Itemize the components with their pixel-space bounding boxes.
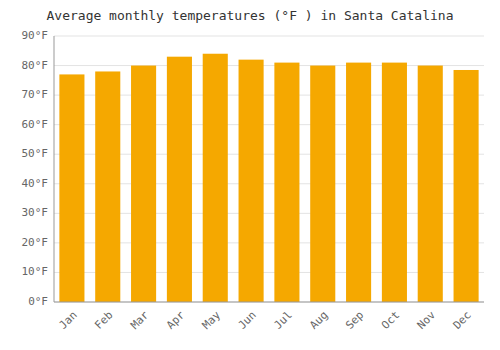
grid-line: [54, 302, 484, 303]
bar: [95, 71, 120, 302]
bars: [59, 54, 478, 302]
x-tick-label: May: [200, 308, 224, 332]
bar: [131, 66, 156, 302]
x-tick-label: Jul: [271, 309, 294, 332]
bar: [239, 60, 264, 302]
x-axis: Jan Feb Mar Apr May Jun Jul Aug Sep Oct Nov Dec: [56, 308, 473, 332]
y-tick-label: 80°F: [22, 59, 49, 72]
bar: [310, 66, 335, 302]
x-tick-label: Jan: [56, 309, 79, 332]
x-tick-label: Dec: [451, 309, 474, 332]
x-tick-label: Aug: [307, 309, 330, 332]
bar: [382, 63, 407, 302]
bar: [59, 74, 84, 302]
y-tick-label: 70°F: [22, 88, 49, 101]
x-tick-label: Mar: [128, 308, 152, 332]
y-tick-label: 40°F: [22, 177, 49, 190]
bar: [346, 63, 371, 302]
bar: [203, 54, 228, 302]
bar: [454, 70, 479, 302]
bar: [167, 57, 192, 302]
grid: [54, 36, 484, 302]
x-axis-line: [54, 302, 484, 303]
y-tick-label: 60°F: [22, 118, 49, 131]
x-tick-label: Sep: [343, 309, 366, 332]
y-tick-label: 50°F: [22, 147, 49, 160]
chart-container: 0°F 10°F 20°F 30°F 40°F 50°F 60°F 70°F 80°F 90°F J…: [0, 0, 500, 350]
grid-line: [54, 36, 484, 37]
chart: 0°F 10°F 20°F 30°F 40°F 50°F 60°F 70°F 80°F 90°F J…: [0, 0, 500, 350]
bar: [274, 63, 299, 302]
x-tick-label: Feb: [92, 309, 115, 332]
y-tick-label: 90°F: [22, 29, 49, 42]
y-tick-label: 0°F: [28, 295, 48, 308]
bar: [418, 66, 443, 302]
y-tick-label: 30°F: [22, 206, 49, 219]
x-tick-label: Apr: [164, 308, 188, 332]
y-axis-line: [54, 36, 55, 302]
title: Average monthly temperatures (°F ) in Sa…: [47, 8, 454, 23]
y-tick-label: 20°F: [22, 236, 49, 249]
y-tick-label: 10°F: [22, 265, 49, 278]
y-axis: 0°F 10°F 20°F 30°F 40°F 50°F 60°F 70°F 80°F 90°F: [22, 29, 49, 308]
x-tick-label: Jun: [236, 309, 259, 332]
x-tick-label: Oct: [379, 309, 402, 332]
x-tick-label: Nov: [415, 308, 439, 332]
